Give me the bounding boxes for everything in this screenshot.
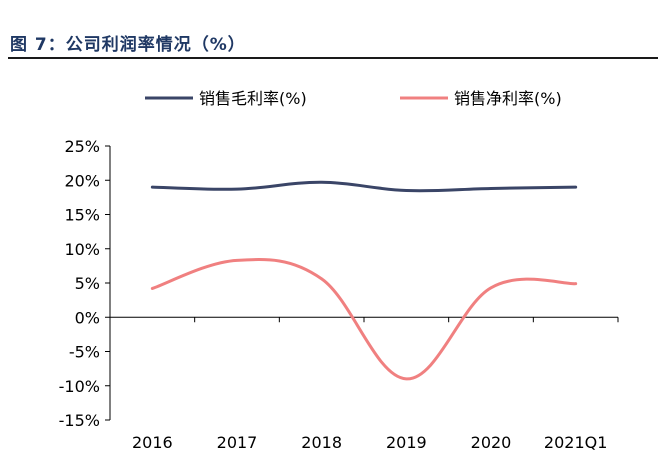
legend-item-gross-margin: 销售毛利率(%) bbox=[145, 89, 307, 108]
x-tick-label: 2018 bbox=[301, 433, 342, 452]
x-tick-label: 2020 bbox=[471, 433, 512, 452]
title-divider bbox=[8, 57, 658, 59]
y-tick-label: 20% bbox=[64, 171, 100, 190]
x-tick-label: 2019 bbox=[386, 433, 427, 452]
x-tick-label: 2017 bbox=[217, 433, 258, 452]
x-axis: 2016 2017 2018 2019 2020 2021Q1 bbox=[109, 316, 619, 452]
y-tick-label: -10% bbox=[59, 377, 100, 396]
chart-legend: 销售毛利率(%) 销售净利率(%) bbox=[145, 89, 562, 108]
y-tick-label: 5% bbox=[75, 274, 100, 293]
x-tick-label: 2016 bbox=[132, 433, 173, 452]
series-line-net-margin bbox=[150, 258, 578, 381]
legend-label: 销售毛利率(%) bbox=[199, 89, 307, 108]
series-layer bbox=[150, 180, 578, 381]
legend-item-net-margin: 销售净利率(%) bbox=[400, 89, 562, 108]
y-tick-label: 10% bbox=[64, 240, 100, 259]
y-tick-label: -15% bbox=[59, 411, 100, 430]
series-line-gross-margin bbox=[150, 180, 578, 193]
y-tick-label: -5% bbox=[69, 343, 100, 362]
x-tick-label: 2021Q1 bbox=[544, 433, 608, 452]
figure-title: 图 7：公司利润率情况（%） bbox=[10, 35, 246, 55]
y-tick-label: 15% bbox=[64, 206, 100, 225]
legend-label: 销售净利率(%) bbox=[454, 89, 562, 108]
y-axis: 25% 20% 15% 10% 5% 0% -5% -10% -15% bbox=[59, 137, 111, 430]
y-tick-label: 0% bbox=[75, 308, 100, 327]
y-tick-label: 25% bbox=[64, 137, 100, 156]
